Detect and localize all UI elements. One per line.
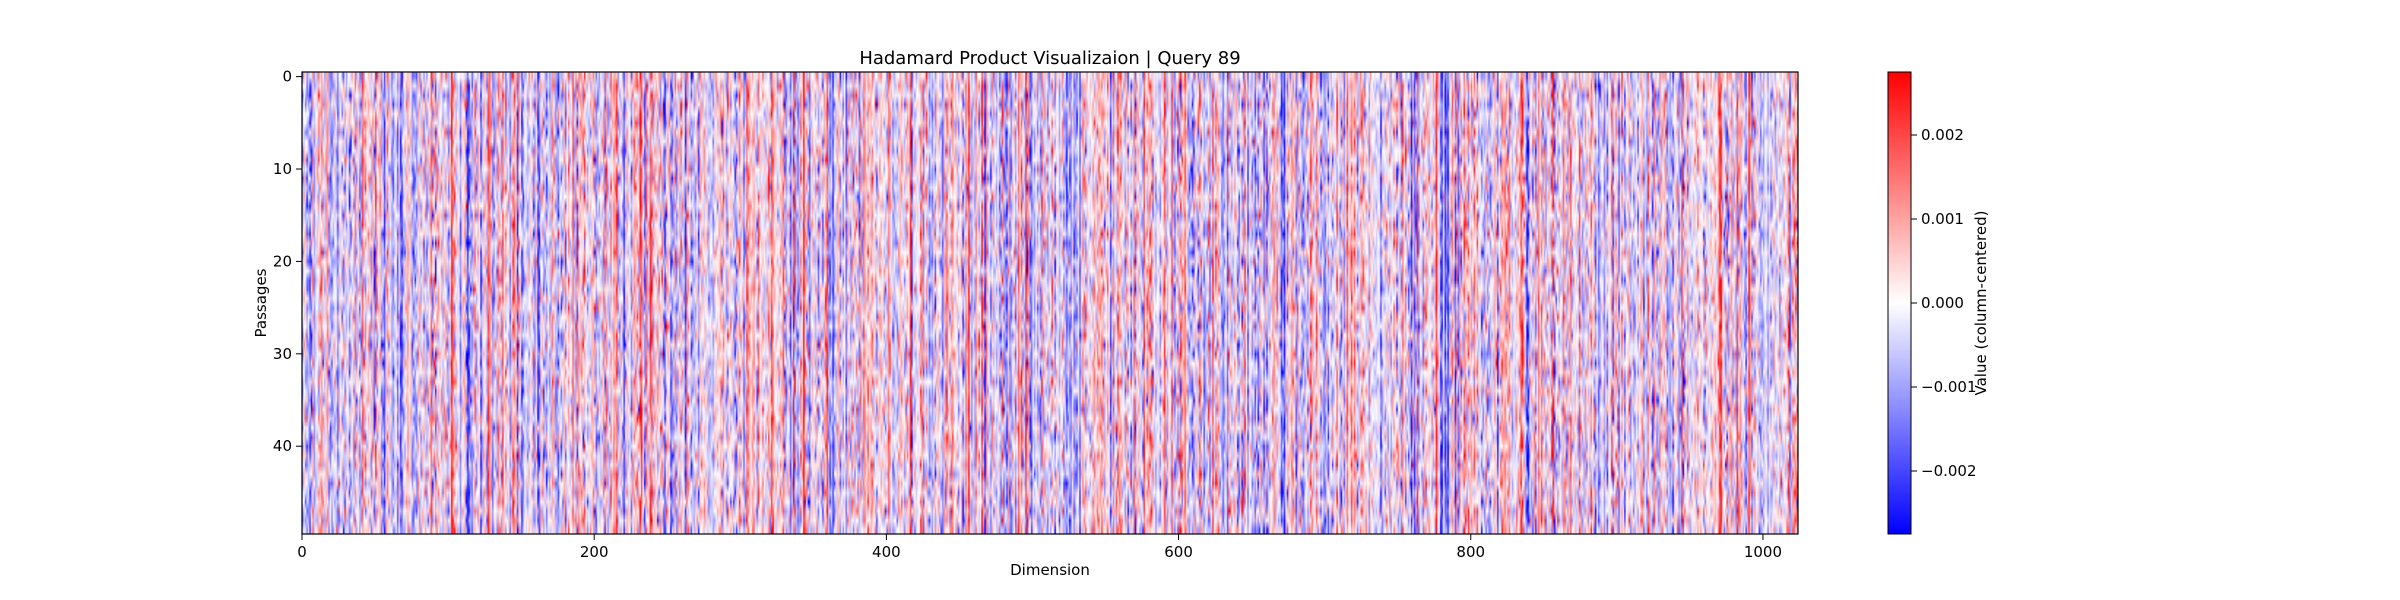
x-tick-label: 1000 — [1744, 543, 1782, 561]
chart-title: Hadamard Product Visualizaion | Query 89 — [859, 48, 1240, 69]
x-tick-label: 600 — [1164, 543, 1193, 561]
x-axis: 0 200 400 600 800 1000 — [297, 534, 1782, 561]
x-tick-label: 0 — [297, 543, 307, 561]
colorbar-tick-label: −0.002 — [1921, 462, 1977, 480]
y-axis-label: Passages — [252, 268, 270, 337]
x-tick-label: 400 — [872, 543, 901, 561]
y-tick-label: 30 — [273, 345, 292, 363]
heatmap-cells — [302, 72, 1798, 534]
colorbar-tick-label: 0.002 — [1921, 126, 1964, 144]
colorbar-axis: 0.002 0.001 0.000 −0.001 −0.002 — [1911, 126, 1977, 480]
x-tick-label: 800 — [1456, 543, 1485, 561]
y-tick-label: 0 — [282, 68, 292, 86]
y-axis: 0 10 20 30 40 — [273, 68, 302, 455]
heatmap-frame — [301, 71, 1799, 535]
x-axis-label: Dimension — [1010, 561, 1090, 579]
y-tick-label: 10 — [273, 160, 292, 178]
colorbar-tick-label: −0.001 — [1921, 378, 1977, 396]
y-tick-label: 20 — [273, 252, 292, 270]
colorbar-tick-label: 0.001 — [1921, 210, 1964, 228]
y-tick-label: 40 — [273, 437, 292, 455]
colorbar — [1887, 71, 1912, 535]
x-tick-label: 200 — [580, 543, 609, 561]
colorbar-label: Value (column-centered) — [1972, 211, 1990, 396]
colorbar-tick-label: 0.000 — [1921, 294, 1964, 312]
